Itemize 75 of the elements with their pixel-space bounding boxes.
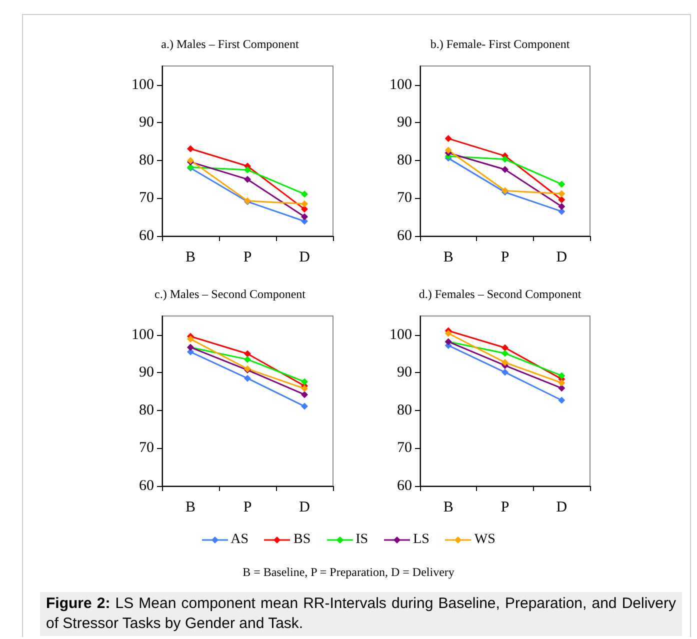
point: [244, 356, 251, 363]
point: [444, 135, 452, 142]
y-tick-label: 60: [139, 228, 154, 244]
y-tick-label: 80: [139, 402, 154, 418]
x-tick-label: B: [185, 250, 196, 266]
y-tick-label: 70: [397, 440, 412, 456]
chart-title: d.) Females – Second Component: [418, 287, 582, 301]
chart-title: a.) Males – First Component: [161, 37, 300, 51]
y-tick-label: 80: [397, 402, 412, 418]
x-tick-label: D: [299, 500, 310, 516]
y-tick-label: 100: [390, 76, 412, 93]
y-tick-label: 90: [397, 364, 412, 381]
y-tick-label: 90: [139, 364, 154, 381]
point: [244, 166, 251, 174]
x-tick-label: B: [443, 250, 454, 266]
point: [301, 391, 308, 398]
point: [301, 206, 308, 213]
point: [244, 176, 251, 183]
point: [558, 190, 566, 198]
y-tick-label: 80: [139, 152, 154, 168]
point: [301, 385, 308, 392]
y-tick-label: 100: [132, 326, 154, 343]
point: [502, 166, 508, 174]
point: [444, 146, 452, 154]
caption: Figure 2: LS Mean component mean RR-Intervals during Baseline, Preparation, and Delivery of Stressor Tasks by Gender and Task.: [40, 592, 682, 636]
y-tick-label: 70: [139, 440, 154, 456]
y-tick-label: 80: [397, 152, 412, 168]
y-tick-label: 60: [397, 478, 412, 494]
point: [502, 358, 508, 366]
point: [502, 344, 508, 352]
y-tick-label: 100: [132, 76, 154, 93]
point: [558, 372, 566, 380]
point: [301, 402, 308, 410]
legend-label: AS: [230, 532, 248, 548]
y-tick-label: 100: [390, 326, 412, 343]
y-tick-label: 90: [397, 114, 412, 131]
y-tick-label: 70: [397, 190, 412, 206]
x-tick-label: P: [243, 500, 252, 516]
point: [301, 378, 308, 386]
x-tick-label: B: [185, 500, 196, 516]
point: [301, 190, 308, 198]
y-tick-label: 60: [139, 478, 154, 494]
legend-label: IS: [356, 532, 368, 548]
x-tick-label: D: [556, 500, 568, 516]
x-tick-label: D: [556, 250, 568, 266]
point: [558, 396, 566, 404]
point: [558, 203, 566, 210]
point: [502, 368, 508, 376]
x-tick-label: P: [243, 250, 252, 266]
point: [301, 213, 308, 220]
point: [301, 200, 308, 208]
y-tick-label: 90: [139, 114, 154, 131]
legend-label: LS: [413, 532, 430, 548]
point: [187, 336, 194, 343]
chart-title: c.) Males – Second Component: [154, 287, 306, 301]
point: [444, 330, 452, 337]
text: B = Baseline, P = Preparation, D = Delivery: [242, 565, 456, 580]
x-tick-label: B: [443, 500, 454, 516]
point: [502, 350, 508, 357]
point: [244, 374, 251, 382]
point: [558, 384, 566, 392]
legend-label: WS: [474, 532, 496, 548]
point: [244, 350, 251, 358]
point: [187, 145, 194, 152]
x-tick-label: D: [299, 250, 310, 266]
point: [558, 379, 566, 386]
x-tick-label: P: [500, 250, 510, 266]
chart-title: b.) Female- First Component: [430, 37, 570, 51]
point: [502, 156, 508, 163]
legend-label: BS: [293, 532, 311, 548]
y-tick-label: 60: [397, 228, 412, 244]
x-tick-label: P: [500, 500, 510, 516]
point: [558, 180, 566, 188]
point: [558, 196, 566, 204]
y-tick-label: 70: [139, 190, 154, 206]
